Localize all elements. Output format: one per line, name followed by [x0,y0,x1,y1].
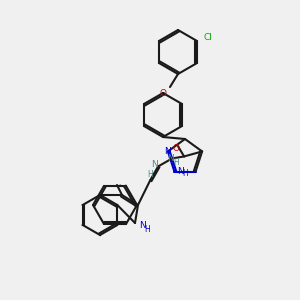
Text: N: N [139,221,146,230]
Text: O: O [160,89,167,98]
Text: N: N [167,154,173,163]
Text: H: H [144,224,150,233]
Text: Cl: Cl [204,32,213,41]
Text: N: N [151,160,158,169]
Text: H: H [182,169,188,178]
Text: H: H [147,170,153,179]
Text: N: N [177,167,184,176]
Text: methyl: methyl [113,184,127,188]
Text: O: O [172,144,180,153]
Text: H: H [173,158,179,167]
Text: N: N [164,147,171,156]
